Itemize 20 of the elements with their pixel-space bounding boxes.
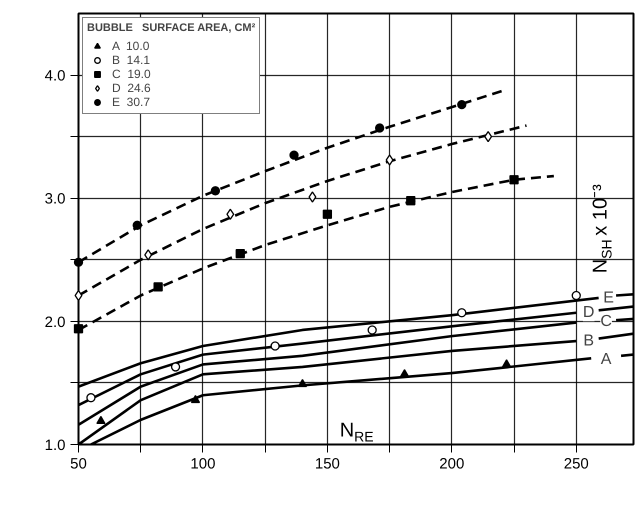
- x-tick-label: 50: [70, 456, 87, 472]
- legend-title: BUBBLE SURFACE AREA, CM²: [87, 22, 256, 34]
- legend-label: E 30.7: [112, 95, 150, 109]
- annotation: B: [583, 332, 594, 350]
- annotation: A: [600, 351, 612, 368]
- annotation: D: [582, 304, 594, 322]
- y-tick-label: 2.0: [44, 314, 66, 331]
- y-axis-title: NSH x 10⁻³: [590, 184, 614, 274]
- x-tick-label: 100: [190, 456, 216, 472]
- x-tick-label: 250: [564, 456, 589, 472]
- legend-label: C 19.0: [112, 67, 151, 81]
- y-tick-label: 1.0: [44, 437, 66, 454]
- y-tick-label: 4.0: [44, 68, 66, 85]
- annotation: E: [603, 289, 614, 306]
- legend-label: D 24.6: [112, 81, 151, 95]
- legend-label: B 14.1: [112, 53, 150, 67]
- x-tick-label: 150: [314, 456, 340, 472]
- x-tick-label: 200: [439, 456, 464, 472]
- y-tick-label: 3.0: [44, 190, 66, 208]
- legend-label: A 10.0: [112, 39, 150, 53]
